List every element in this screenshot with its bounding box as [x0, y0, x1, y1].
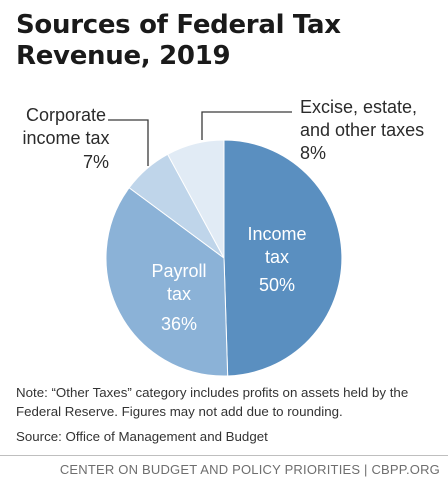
pie-slice-payroll-tax: [105, 187, 229, 377]
footer-divider: [0, 455, 448, 456]
pie-slice-income-tax: [223, 139, 343, 377]
chart-title-line-1: Sources of Federal Tax: [16, 10, 341, 40]
chart-title-line-2: Revenue, 2019: [16, 41, 231, 71]
slice-label-income-name-2: tax: [265, 247, 289, 267]
slice-label-income-name-1: Income: [247, 224, 306, 244]
slice-label-excise-value: 8%: [300, 143, 326, 163]
slice-label-corporate-name-2: income tax: [22, 128, 109, 148]
slice-label-payroll-name-2: tax: [167, 284, 191, 304]
leader-line-corporate: [108, 119, 149, 166]
slice-label-excise-name-1: Excise, estate,: [300, 97, 417, 117]
footer-credit: CENTER ON BUDGET AND POLICY PRIORITIES |…: [59, 462, 440, 477]
slice-label-income-value: 50%: [259, 275, 295, 295]
slice-label-corporate-name-1: Corporate: [26, 105, 106, 125]
chart-source: Source: Office of Management and Budget: [16, 429, 268, 444]
slice-label-payroll-value: 36%: [161, 314, 197, 334]
slice-label-corporate-value: 7%: [83, 152, 109, 172]
slice-label-excise-name-2: and other taxes: [300, 120, 424, 140]
chart-note: Note: “Other Taxes” category includes pr…: [16, 385, 409, 419]
pie-slice-excise-estate-and-other-taxes: [166, 139, 225, 259]
chart-title: Sources of Federal Tax Revenue, 2019: [16, 10, 436, 72]
pie-chart: Income tax 50% Payroll tax 36% Corporate…: [22, 97, 424, 377]
leader-line-excise: [201, 111, 292, 140]
pie-slices: [105, 139, 343, 377]
slice-label-payroll-name-1: Payroll: [151, 261, 206, 281]
